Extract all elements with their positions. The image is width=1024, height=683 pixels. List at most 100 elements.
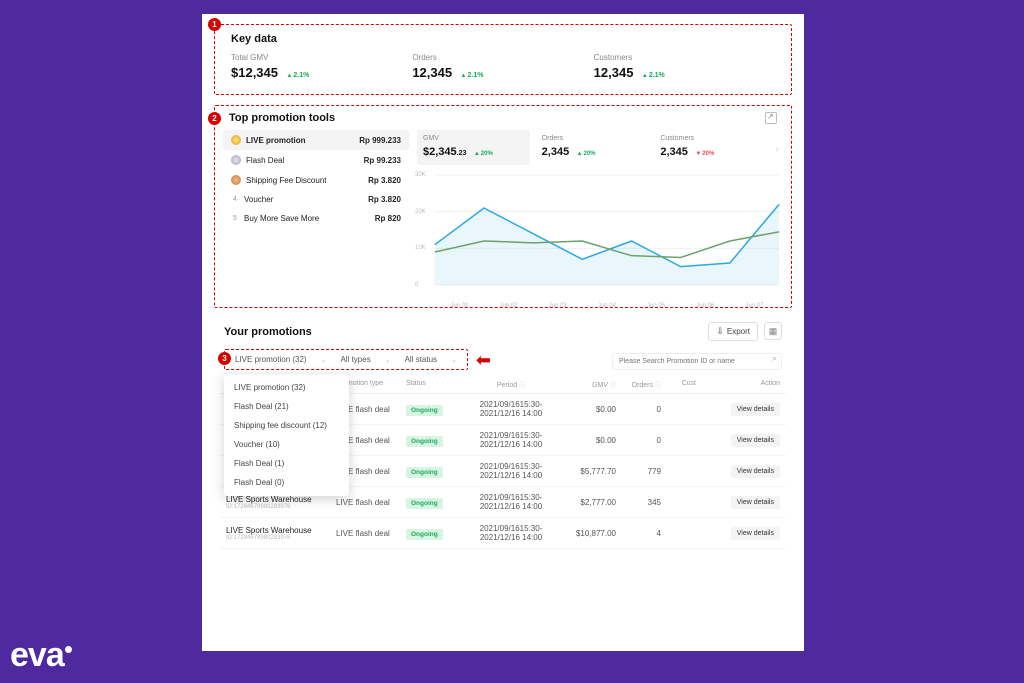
view-details-button[interactable]: View details xyxy=(731,434,780,447)
x-tick-label: Jun 02 xyxy=(500,303,518,309)
y-tick-label: 30K xyxy=(415,172,426,178)
cell-orders: 345 xyxy=(616,498,661,507)
metric-value: 12,345 xyxy=(594,65,634,80)
cell-action: View details xyxy=(715,465,780,478)
cell-orders: 779 xyxy=(616,467,661,476)
mini-stat-delta: 20% xyxy=(695,151,714,157)
open-external-icon[interactable] xyxy=(765,112,777,124)
tool-row[interactable]: 4 Voucher Rp 3.820 xyxy=(223,190,409,209)
promotions-title: Your promotions xyxy=(224,326,312,338)
your-promotions-panel: Your promotions ⇩Export ▦ 3 LIVE promoti… xyxy=(214,318,792,549)
cell-period: 2021/09/1615:30-2021/12/16 14:00 xyxy=(461,400,561,418)
cell-status: Ongoing xyxy=(406,405,461,414)
mini-stat[interactable]: Customers 2,345 20% xyxy=(654,130,767,165)
key-data-panel: 1 Key data Total GMV $12,345 2.1%Orders … xyxy=(214,24,792,95)
cell-orders: 4 xyxy=(616,529,661,538)
cell-gmv: $0.00 xyxy=(561,405,616,414)
y-tick-label: 10K xyxy=(415,245,426,251)
tool-row[interactable]: Shipping Fee Discount Rp 3.820 xyxy=(223,170,409,190)
tool-name: Buy More Save More xyxy=(244,214,319,223)
status-badge: Ongoing xyxy=(406,498,443,509)
filter-status-dropdown[interactable]: All status⌄ xyxy=(401,353,461,366)
status-badge: Ongoing xyxy=(406,436,443,447)
search-icon[interactable]: ⌕ xyxy=(772,353,777,364)
cell-action: View details xyxy=(715,527,780,540)
status-badge: Ongoing xyxy=(406,529,443,540)
search-input[interactable] xyxy=(612,353,782,370)
tool-row[interactable]: 5Buy More Save More Rp 820 xyxy=(223,209,409,228)
tools-title: Top promotion tools xyxy=(229,112,335,124)
cell-period: 2021/09/1615:30-2021/12/16 14:00 xyxy=(461,493,561,511)
tool-value: Rp 3.820 xyxy=(368,195,401,204)
tool-value: Rp 99.233 xyxy=(364,156,401,165)
y-tick-label: 0 xyxy=(415,282,418,288)
x-tick-label: Jun 01 xyxy=(450,303,468,309)
view-details-button[interactable]: View details xyxy=(731,465,780,478)
tool-row[interactable]: Flash Deal Rp 99.233 xyxy=(223,150,409,170)
cell-gmv: $2,777.00 xyxy=(561,498,616,507)
logo-dot-icon xyxy=(65,646,72,653)
dropdown-option[interactable]: Flash Deal (0) xyxy=(224,473,349,492)
cell-product: LIVE Sports WarehouseID:1728467898028397… xyxy=(226,526,336,541)
rank-number: 4 xyxy=(231,196,239,203)
metric-label: Orders xyxy=(412,53,593,62)
medal-silver-icon xyxy=(231,155,241,165)
dropdown-option[interactable]: Voucher (10) xyxy=(224,435,349,454)
filter-type-dropdown[interactable]: All types⌄ xyxy=(336,353,394,366)
callout-2-badge: 2 xyxy=(208,112,221,125)
tool-name: Voucher xyxy=(244,195,273,204)
cell-type: LIVE flash deal xyxy=(336,529,406,538)
tool-row[interactable]: LIVE promotion Rp 999.233 xyxy=(223,130,409,150)
metric-value: 12,345 xyxy=(412,65,452,80)
tool-name: Flash Deal xyxy=(246,156,284,165)
x-tick-label: Jun 05 xyxy=(647,303,665,309)
mini-stat-delta: 20% xyxy=(474,151,493,157)
mini-stat-value: 2,345 xyxy=(542,146,570,158)
col-status: Status xyxy=(406,380,461,389)
table-row: LIVE Sports WarehouseID:1728467898028397… xyxy=(220,518,786,549)
line-chart xyxy=(417,169,783,299)
tool-value: Rp 3.820 xyxy=(368,176,401,185)
top-promotion-tools-panel: 2 Top promotion tools LIVE promotion Rp … xyxy=(214,105,792,308)
view-details-button[interactable]: View details xyxy=(731,403,780,416)
chevron-down-icon: ⌄ xyxy=(451,356,457,364)
key-data-metric: Total GMV $12,345 2.1% xyxy=(231,53,412,82)
medal-gold-icon xyxy=(231,135,241,145)
callout-3-badge: 3 xyxy=(218,352,231,365)
mini-stat-delta: 20% xyxy=(577,151,596,157)
status-badge: Ongoing xyxy=(406,467,443,478)
filter-promotion-dropdown[interactable]: LIVE promotion (32)⌄ xyxy=(231,353,330,366)
dropdown-option[interactable]: LIVE promotion (32) xyxy=(224,378,349,397)
view-details-button[interactable]: View details xyxy=(731,496,780,509)
x-tick-label: Jun 03 xyxy=(549,303,567,309)
rank-number: 5 xyxy=(231,215,239,222)
x-tick-label: Jun 04 xyxy=(598,303,616,309)
view-details-button[interactable]: View details xyxy=(731,527,780,540)
mini-stat[interactable]: Orders 2,345 20% xyxy=(536,130,649,165)
mini-stat-label: GMV xyxy=(423,135,524,142)
cell-type: LIVE flash deal xyxy=(336,498,406,507)
promotion-tools-list: LIVE promotion Rp 999.233Flash Deal Rp 9… xyxy=(223,130,409,299)
medal-bronze-icon xyxy=(231,175,241,185)
cell-gmv: $10,877.00 xyxy=(561,529,616,538)
export-button[interactable]: ⇩Export xyxy=(708,322,758,341)
tool-value: Rp 999.233 xyxy=(359,136,401,145)
calendar-button[interactable]: ▦ xyxy=(764,322,782,340)
dropdown-option[interactable]: Shipping fee discount (12) xyxy=(224,416,349,435)
pointer-arrow-icon: ⬅ xyxy=(476,351,491,369)
mini-stat[interactable]: GMV $2,345.23 20% xyxy=(417,130,530,165)
chart-next-icon[interactable]: › xyxy=(771,130,783,169)
col-customers: Cust xyxy=(661,380,696,389)
help-icon[interactable]: ⓘ xyxy=(519,383,525,389)
dropdown-option[interactable]: Flash Deal (1) xyxy=(224,454,349,473)
cell-period: 2021/09/1615:30-2021/12/16 14:00 xyxy=(461,524,561,542)
cell-gmv: $5,777.70 xyxy=(561,467,616,476)
metric-value: $12,345 xyxy=(231,65,278,80)
mini-stat-value: $2,345.23 xyxy=(423,146,466,158)
x-tick-label: Jun 06 xyxy=(696,303,714,309)
eva-logo: eva xyxy=(10,636,73,675)
dropdown-option[interactable]: Flash Deal (21) xyxy=(224,397,349,416)
cell-period: 2021/09/1615:30-2021/12/16 14:00 xyxy=(461,462,561,480)
cell-period: 2021/09/1615:30-2021/12/16 14:00 xyxy=(461,431,561,449)
app-stage: 1 Key data Total GMV $12,345 2.1%Orders … xyxy=(202,14,804,651)
